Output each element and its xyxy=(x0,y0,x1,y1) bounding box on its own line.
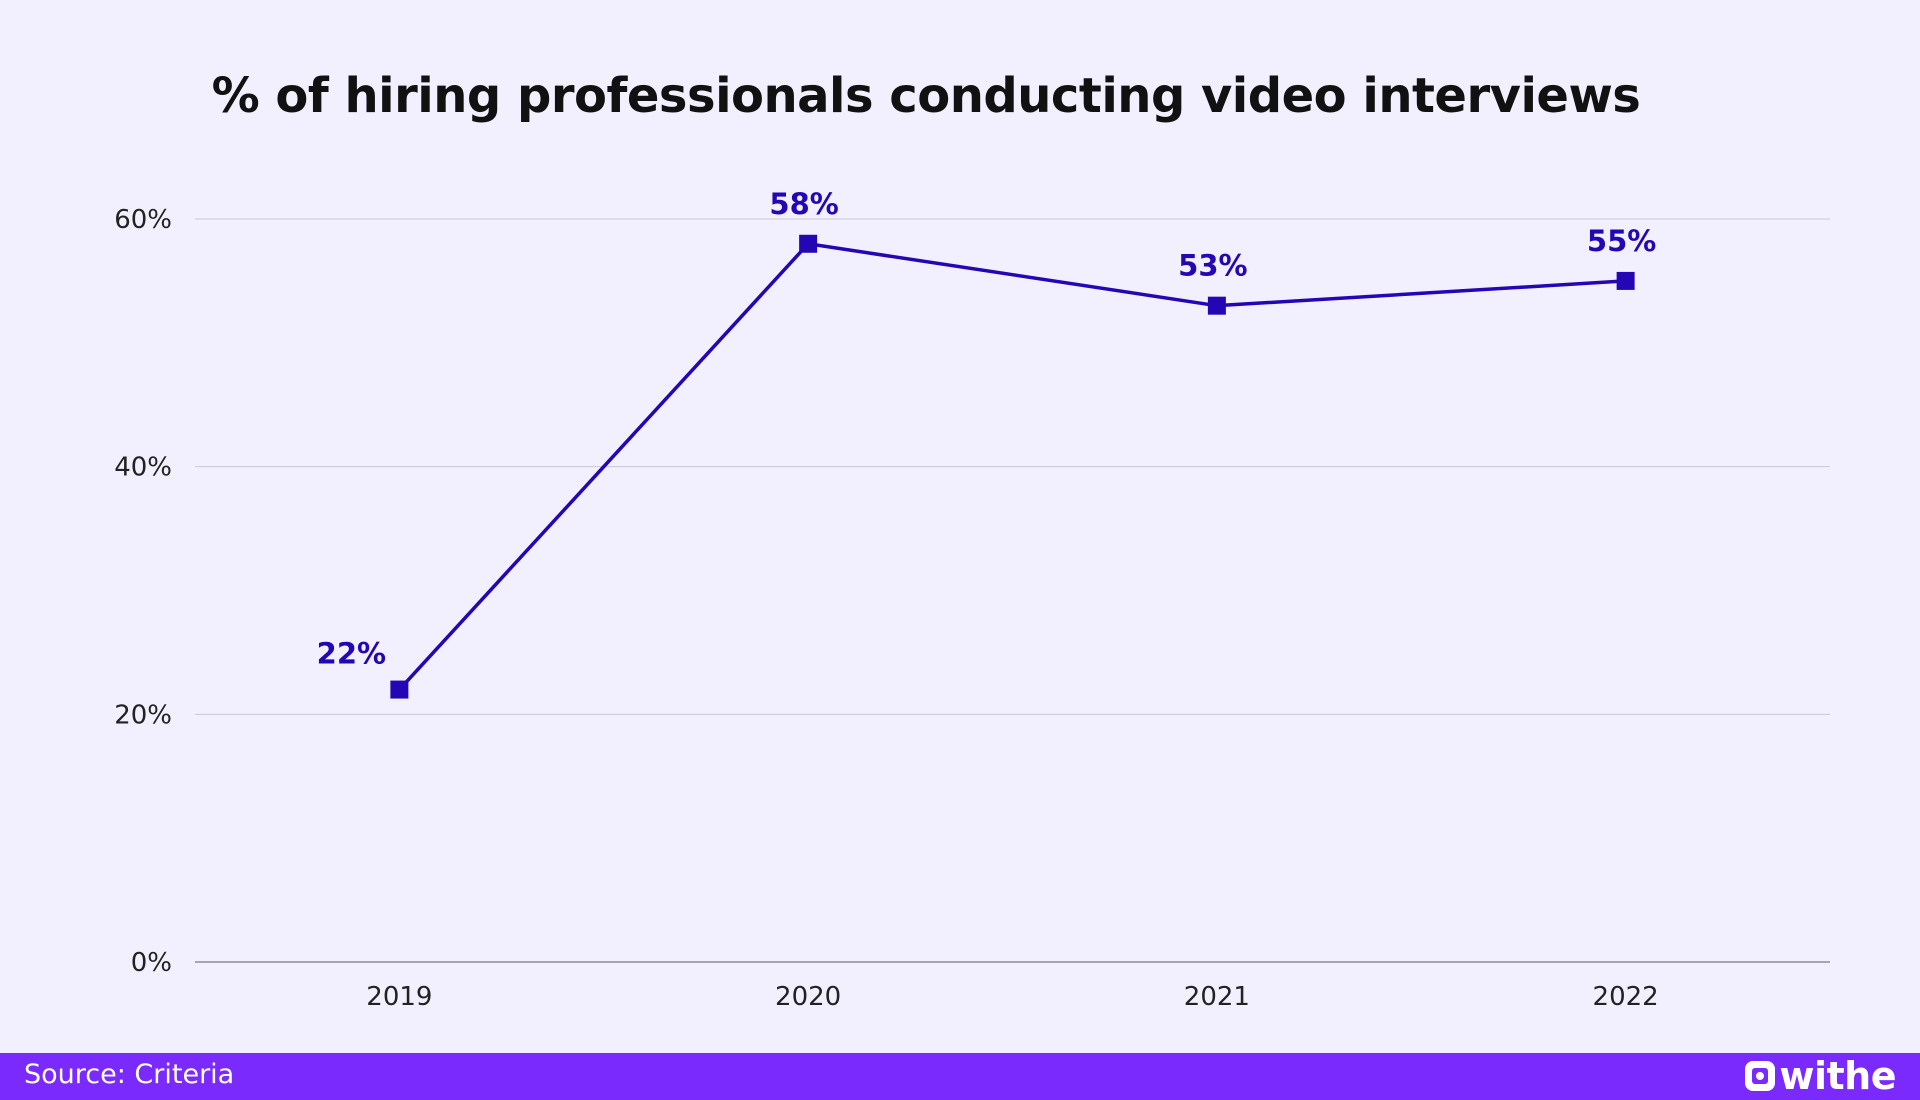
data-label: 55% xyxy=(1587,224,1656,258)
x-tick-label: 2021 xyxy=(1184,982,1250,1012)
x-tick-label: 2022 xyxy=(1593,982,1659,1012)
brand-logo: withe xyxy=(1743,1054,1896,1098)
x-tick-label: 2020 xyxy=(775,982,841,1012)
footer-bar: Source: Criteria withe xyxy=(0,1053,1920,1100)
brand-name: withe xyxy=(1779,1054,1896,1098)
x-tick-label: 2019 xyxy=(366,982,432,1012)
series-layer xyxy=(390,234,1635,699)
y-axis-ticks: 0% 20% 40% 60% xyxy=(114,205,172,978)
chart-title: % of hiring professionals conducting vid… xyxy=(211,68,1641,124)
data-label: 58% xyxy=(769,187,838,221)
line-chart: 0% 20% 40% 60% 2019 2020 2021 2022 22% 58% 53% 55… xyxy=(114,187,1830,1012)
x-axis-ticks: 2019 2020 2021 2022 xyxy=(366,982,1658,1012)
gridlines xyxy=(195,218,1830,963)
y-tick-label: 60% xyxy=(114,205,172,235)
data-label: 22% xyxy=(317,637,386,671)
y-tick-label: 20% xyxy=(114,700,172,730)
data-labels: 22% 58% 53% 55% xyxy=(317,187,1657,671)
data-point-marker xyxy=(1616,271,1635,290)
y-tick-label: 0% xyxy=(131,948,172,978)
source-text: Source: Criteria xyxy=(24,1059,235,1090)
series-line xyxy=(398,242,1626,691)
data-point-marker xyxy=(390,680,409,699)
withe-logo-icon xyxy=(1745,1061,1776,1091)
data-label: 53% xyxy=(1178,249,1247,283)
data-point-marker xyxy=(799,234,818,253)
y-tick-label: 40% xyxy=(114,453,172,483)
data-point-marker xyxy=(1207,296,1226,315)
